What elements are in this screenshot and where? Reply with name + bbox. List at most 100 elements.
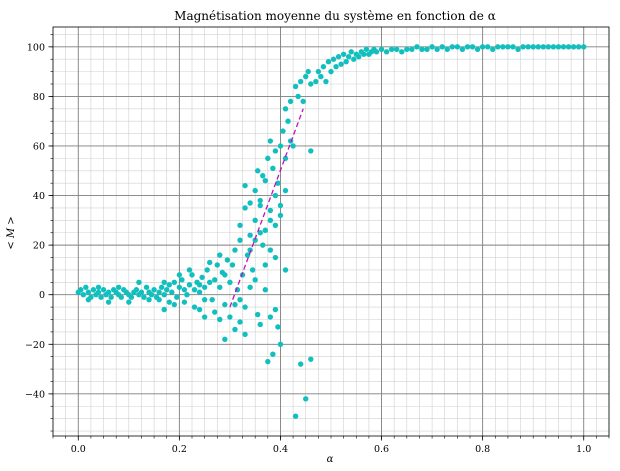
data-point [409, 46, 415, 53]
data-point [90, 287, 97, 293]
data-point [429, 44, 435, 50]
data-point [156, 289, 162, 295]
data-point [399, 49, 405, 55]
data-point [146, 296, 152, 303]
data-point [267, 217, 274, 224]
data-point [290, 143, 296, 149]
data-point [545, 44, 552, 50]
data-point [308, 356, 314, 362]
data-point [530, 44, 536, 50]
data-point [232, 301, 238, 308]
data-point [474, 46, 481, 53]
data-point [565, 44, 572, 50]
data-point [201, 284, 208, 290]
data-point [237, 222, 243, 229]
data-point [308, 148, 314, 154]
data-point [161, 279, 167, 286]
y-tick-label: 80 [33, 92, 45, 103]
data-point [479, 44, 486, 50]
data-point [98, 294, 104, 300]
data-point [345, 54, 352, 60]
data-point [308, 81, 314, 87]
data-point [174, 294, 180, 300]
data-point [257, 321, 263, 328]
data-point [303, 73, 309, 80]
data-point [340, 51, 347, 57]
data-point [214, 262, 220, 268]
data-point [242, 182, 248, 189]
data-point [335, 54, 342, 60]
data-point [287, 98, 294, 105]
data-point [242, 331, 248, 338]
data-point [540, 44, 546, 50]
data-point [227, 279, 233, 286]
data-point [581, 44, 587, 50]
data-point [212, 309, 218, 315]
data-point [267, 247, 274, 253]
data-point [217, 252, 223, 258]
data-point [265, 155, 271, 162]
data-point [85, 289, 92, 295]
data-point [189, 272, 195, 278]
data-point [495, 44, 501, 50]
data-point [191, 287, 198, 293]
data-point [105, 289, 112, 295]
data-point [169, 289, 175, 295]
data-point [394, 46, 400, 53]
x-tick-label: 0.2 [172, 444, 187, 455]
data-point [383, 49, 390, 55]
data-point [272, 148, 279, 154]
axis-ticks [48, 34, 610, 441]
data-point [143, 284, 150, 290]
series-layer [75, 44, 587, 419]
data-point [265, 358, 271, 365]
data-point [500, 44, 506, 50]
data-point [373, 49, 380, 55]
y-tick-label: 0 [39, 290, 45, 301]
data-point [315, 68, 322, 75]
data-point [272, 222, 279, 229]
data-point [257, 202, 263, 209]
data-point [252, 277, 258, 283]
data-point [297, 78, 304, 85]
data-point [148, 292, 155, 298]
data-point [262, 262, 268, 268]
data-point [444, 46, 450, 53]
data-point [515, 46, 521, 53]
data-point [237, 319, 243, 325]
data-point [80, 292, 87, 298]
x-tick-label: 0.6 [374, 444, 389, 455]
data-point [351, 56, 357, 62]
data-point [156, 296, 162, 303]
data-point [270, 351, 276, 357]
data-point [237, 296, 243, 303]
data-point [267, 207, 274, 214]
data-point [270, 165, 276, 171]
data-point [292, 413, 299, 419]
data-point [247, 200, 253, 206]
data-point [164, 287, 170, 293]
data-point [454, 44, 461, 50]
data-point [439, 44, 445, 50]
data-point [161, 292, 167, 298]
x-tick-label: 1.0 [576, 444, 591, 455]
data-point [414, 44, 420, 50]
data-point [141, 294, 147, 300]
data-point [303, 396, 309, 402]
data-point [262, 177, 268, 184]
data-point [449, 44, 456, 50]
tick-labels: 0.0 0.2 0.4 0.6 0.8 1.0 −40 −20 0 20 40 60 80 100 [25, 42, 591, 455]
data-point [209, 296, 215, 303]
data-point [227, 314, 233, 320]
data-point [575, 44, 582, 50]
data-point [186, 282, 193, 288]
data-point [166, 299, 172, 305]
data-point [196, 289, 203, 295]
data-point [128, 294, 135, 300]
y-tick-label: 60 [33, 141, 45, 152]
x-axis-label: α [327, 454, 334, 465]
data-point [361, 51, 367, 57]
data-point [272, 254, 279, 261]
data-point [282, 267, 289, 273]
data-point [133, 287, 140, 293]
